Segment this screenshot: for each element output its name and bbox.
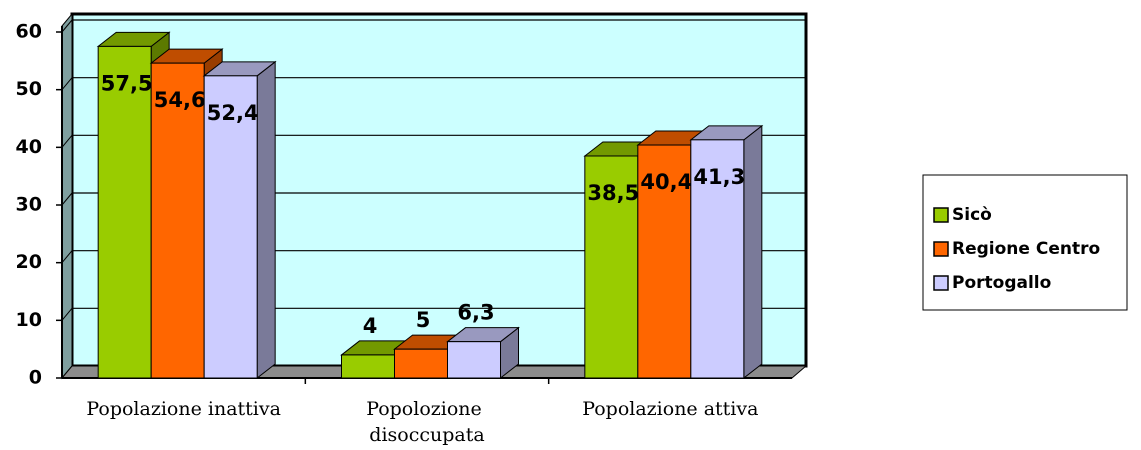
grid-line-side: [61, 135, 73, 148]
x-tick-label: Popolazione attiva: [582, 398, 758, 420]
y-tick-label: 30: [16, 194, 42, 216]
bar-front: [97, 45, 152, 379]
data-label: 41,3: [693, 165, 745, 189]
x-tick-label: Popolozione disoccupata: [366, 398, 488, 446]
y-tick-label: 10: [16, 309, 42, 331]
bar: [446, 326, 520, 380]
y-tick-label: 50: [16, 78, 42, 100]
bar-front: [584, 155, 639, 379]
legend-label: Regione Centro: [952, 239, 1100, 259]
x-tick-label: Popolazione inattiva: [86, 398, 281, 420]
bar-front: [203, 75, 258, 379]
data-label: 54,6: [154, 88, 206, 112]
grid-line-side: [61, 192, 73, 206]
data-label: 40,4: [640, 170, 692, 194]
y-tick-label: 20: [16, 251, 42, 273]
x-tick-line: Popolozione: [366, 398, 488, 420]
bar-front: [341, 354, 395, 379]
y-tick-label: 60: [16, 21, 42, 43]
grid-line-side: [61, 250, 73, 263]
bar: [689, 124, 764, 380]
legend-label: Sicò: [952, 205, 992, 225]
bar-front: [447, 341, 501, 379]
grid-line-side: [61, 308, 73, 321]
data-label: 52,4: [207, 101, 259, 125]
grid-line-side: [61, 19, 73, 33]
legend-swatch: [933, 275, 949, 291]
data-label: 57,5: [101, 71, 153, 95]
bar-side: [743, 124, 763, 380]
bar: [202, 60, 277, 380]
data-label: 38,5: [587, 181, 639, 205]
bar-front: [637, 144, 692, 379]
legend-swatch: [933, 207, 949, 223]
bar-front: [690, 139, 745, 379]
bar-side: [256, 60, 276, 380]
grid-line-side: [61, 77, 73, 90]
data-label: 4: [363, 314, 378, 338]
bar-front: [150, 62, 205, 379]
legend-box: [922, 174, 1128, 311]
x-tick-line: disoccupata: [369, 424, 484, 446]
data-label: 6,3: [457, 301, 494, 325]
data-label: 5: [416, 308, 431, 332]
bar-front: [394, 348, 448, 379]
legend-label: Portogallo: [952, 273, 1051, 293]
y-tick-label: 0: [29, 367, 42, 389]
side-wall: [61, 12, 73, 380]
y-tick-label: 40: [16, 136, 42, 158]
legend-swatch: [933, 241, 949, 257]
